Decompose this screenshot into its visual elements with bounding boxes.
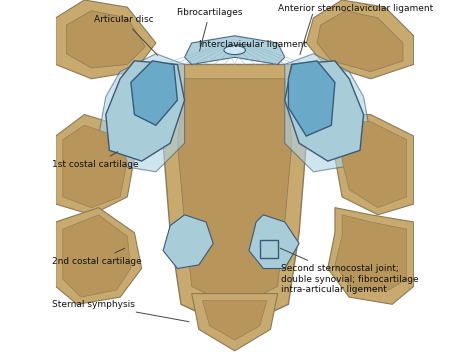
Polygon shape [177, 79, 292, 308]
Text: Sternal symphysis: Sternal symphysis [52, 300, 189, 322]
Text: Fibrocartilages: Fibrocartilages [176, 8, 243, 51]
Polygon shape [99, 54, 184, 172]
Polygon shape [66, 11, 145, 68]
Polygon shape [285, 61, 364, 161]
Text: 2nd costal cartilage: 2nd costal cartilage [52, 248, 142, 266]
Text: Articular disc: Articular disc [94, 15, 157, 55]
Polygon shape [335, 215, 407, 290]
Polygon shape [63, 215, 131, 297]
Polygon shape [249, 215, 299, 268]
Polygon shape [184, 36, 285, 64]
Polygon shape [131, 61, 177, 125]
Ellipse shape [224, 46, 246, 55]
Polygon shape [106, 61, 184, 161]
Polygon shape [285, 54, 371, 172]
Polygon shape [335, 115, 414, 215]
Text: Interclavicular ligament: Interclavicular ligament [199, 40, 307, 49]
Polygon shape [55, 208, 142, 304]
Polygon shape [163, 215, 213, 268]
Polygon shape [55, 115, 135, 215]
Text: Second sternocostal joint;
double synovial; fibrocartilage
intra-articular ligem: Second sternocostal joint; double synovi… [280, 248, 419, 294]
Polygon shape [63, 125, 128, 208]
Polygon shape [342, 122, 407, 208]
Polygon shape [55, 0, 156, 79]
Text: Anterior sternoclavicular ligament: Anterior sternoclavicular ligament [278, 4, 433, 14]
Polygon shape [163, 64, 306, 329]
Polygon shape [288, 61, 335, 136]
Polygon shape [328, 208, 414, 304]
Text: 1st costal cartilage: 1st costal cartilage [52, 152, 139, 169]
Polygon shape [317, 11, 403, 72]
Polygon shape [191, 294, 278, 351]
Polygon shape [202, 301, 267, 340]
Polygon shape [306, 0, 414, 79]
